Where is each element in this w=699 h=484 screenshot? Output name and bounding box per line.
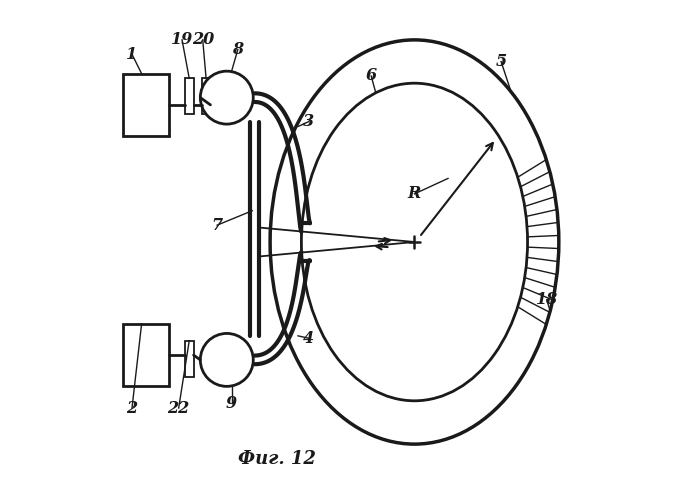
Text: R: R [408,185,421,202]
Text: 9: 9 [226,395,237,412]
Text: 2: 2 [127,399,138,417]
Text: 18: 18 [535,291,558,308]
Bar [123,74,169,136]
Text: 7: 7 [212,217,223,234]
Text: 19: 19 [171,31,193,48]
Text: 20: 20 [192,31,214,48]
Text: 1: 1 [127,46,138,63]
Bar [202,78,210,115]
Text: 3: 3 [303,113,314,130]
Bar [185,78,194,115]
Text: 22: 22 [168,399,190,417]
Circle shape [201,71,253,124]
Text: 8: 8 [232,41,243,58]
Bar [185,341,194,377]
Circle shape [201,333,253,386]
Text: 6: 6 [366,67,377,85]
Text: Фиг. 12: Фиг. 12 [238,450,316,468]
Text: 5: 5 [496,53,507,70]
Bar [123,324,169,386]
Text: 4: 4 [303,330,314,347]
